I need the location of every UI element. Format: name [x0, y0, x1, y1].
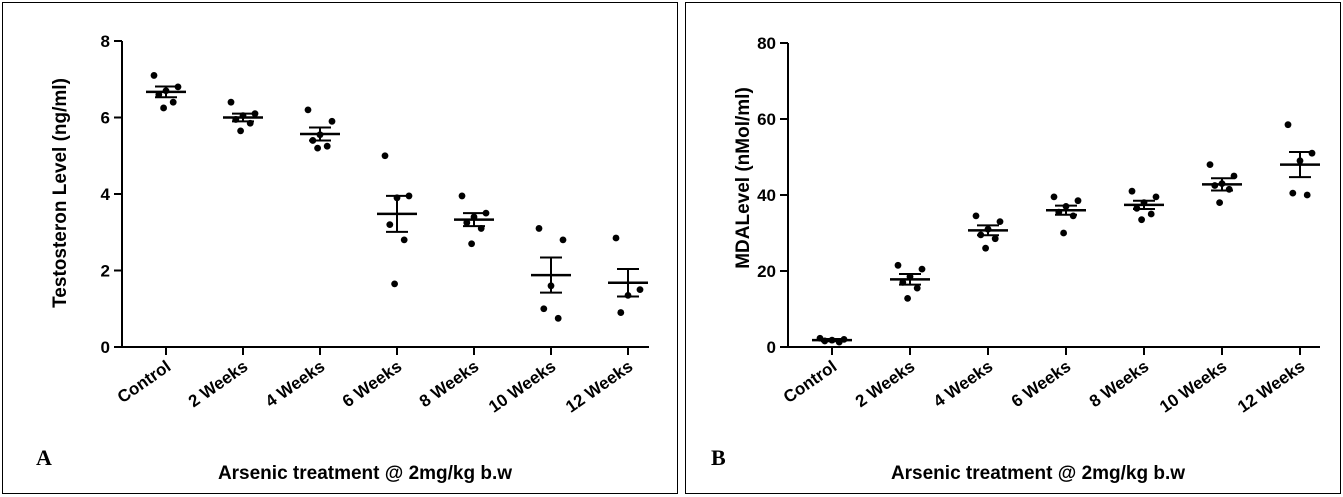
- chart-a-data-point: [612, 234, 620, 242]
- chart-a-data-point: [468, 240, 475, 248]
- chart-a-y-tick-label: 2: [101, 262, 110, 281]
- chart-b-y-tick-label: 40: [757, 186, 776, 205]
- chart-b-xlabel: Arsenic treatment @ 2mg/kg b.w: [891, 463, 1185, 484]
- chart-b-data-point: [982, 244, 989, 252]
- chart-a-data-point: [391, 280, 398, 288]
- chart-a-y-tick-label: 4: [101, 185, 111, 204]
- chart-a-x-tick-label: 6 Weeks: [339, 357, 405, 411]
- chart-b-x-tick-label: Control: [780, 357, 840, 407]
- chart-b-ylabel: MDALevel (nMol/ml): [733, 87, 754, 269]
- chart-a-data-point: [314, 144, 321, 152]
- chart-a-x-tick-label: 8 Weeks: [416, 357, 482, 411]
- chart-a-data-point: [559, 236, 567, 244]
- chart-panel-a: Control 2 Weeks 4 Weeks 6 Weeks 8 Weeks 10 We…: [2, 2, 678, 494]
- chart-a-data-point: [540, 305, 548, 313]
- chart-a-data-point: [458, 192, 466, 200]
- chart-a-panel-letter: A: [36, 445, 52, 470]
- chart-panel-b: Control 2 Weeks 4 Weeks 6 Weeks 8 Weeks 10 We…: [685, 2, 1341, 494]
- chart-a-data-point: [482, 209, 490, 217]
- chart-b-data-point: [1074, 197, 1082, 205]
- chart-a-x-tick-label: 2 Weeks: [185, 357, 251, 411]
- chart-a-data-point: [381, 152, 389, 160]
- chart-a-data-point: [227, 98, 235, 106]
- chart-b-data-point: [1206, 161, 1214, 169]
- chart-b-data-point: [1216, 199, 1223, 207]
- chart-b-data-point: [1128, 187, 1136, 195]
- chart-a-y-tick-label: 0: [101, 338, 110, 357]
- chart-b-x-tick-label: 4 Weeks: [930, 357, 996, 411]
- chart-a-ylabel: Testosteron Level (ng/ml): [50, 78, 71, 308]
- chart-b-data-point: [1050, 193, 1058, 201]
- chart-b-data-point: [904, 294, 911, 302]
- chart-b-x-tick-label: 2 Weeks: [852, 357, 918, 411]
- chart-a-data-point: [169, 98, 177, 106]
- chart-b-y-tick-label: 0: [767, 338, 776, 357]
- chart-b-y-tick-label: 80: [757, 34, 776, 53]
- chart-b-x-tick-label: 8 Weeks: [1086, 357, 1152, 411]
- chart-a-x-tick-label: Control: [114, 357, 174, 407]
- chart-a-data-point: [323, 142, 331, 150]
- chart-a-data-point: [535, 225, 543, 232]
- chart-a-x-tick-label: 12 Weeks: [562, 357, 636, 417]
- chart-b-data-point: [1069, 212, 1077, 220]
- chart-a-data-point: [160, 104, 168, 112]
- chart-b-data-point: [1225, 185, 1233, 193]
- chart-b-data-point: [1308, 149, 1316, 157]
- chart-a-y-tick-label: 6: [101, 109, 110, 128]
- chart-b-data-point: [1147, 210, 1155, 218]
- chart-b-x-tick-label: 12 Weeks: [1234, 357, 1308, 417]
- chart-a-data-point: [463, 219, 471, 227]
- chart-a-data-point: [174, 83, 182, 91]
- chart-a-data-point: [237, 127, 245, 135]
- chart-b-data-point: [1060, 229, 1067, 237]
- chart-a-xlabel: Arsenic treatment @ 2mg/kg b.w: [218, 463, 512, 484]
- chart-a-data-point: [617, 309, 625, 316]
- chart-b-svg: Control 2 Weeks 4 Weeks 6 Weeks 8 Weeks 10 We…: [711, 34, 1320, 484]
- chart-a-data-point: [328, 117, 336, 125]
- chart-a-data-point: [251, 110, 259, 118]
- chart-a-data-point: [386, 221, 394, 229]
- chart-a-data-point: [554, 314, 562, 322]
- chart-b-y-tick-label: 60: [757, 110, 776, 129]
- chart-a-y-tick-label: 8: [101, 32, 110, 51]
- chart-b-data-point: [1289, 189, 1297, 197]
- chart-a-data-point: [150, 72, 158, 79]
- chart-b-data-point: [1152, 193, 1160, 201]
- chart-b-panel-letter: B: [711, 445, 726, 470]
- chart-b-y-tick-label: 20: [757, 262, 776, 281]
- chart-b-data-point: [991, 235, 999, 243]
- chart-a-data-point: [405, 192, 413, 200]
- chart-a-x-tick-label: 10 Weeks: [485, 357, 559, 417]
- chart-b-data-point: [918, 265, 926, 273]
- chart-a-svg: Control 2 Weeks 4 Weeks 6 Weeks 8 Weeks 10 We…: [36, 32, 649, 484]
- chart-b-data-point: [1303, 191, 1311, 199]
- chart-b-data-point: [972, 212, 980, 220]
- chart-a-data-point: [400, 236, 408, 244]
- chart-b-x-tick-label: 10 Weeks: [1156, 357, 1230, 417]
- chart-b-data-point: [1138, 216, 1145, 224]
- chart-a-data-point: [304, 106, 312, 114]
- chart-b-data-point: [1284, 121, 1292, 129]
- chart-a-data-point: [636, 286, 644, 294]
- chart-b-data-point: [996, 218, 1004, 226]
- chart-b-data-point: [894, 261, 902, 269]
- chart-a-x-tick-label: 4 Weeks: [262, 357, 328, 411]
- chart-b-x-tick-label: 6 Weeks: [1008, 357, 1074, 411]
- chart-b-data-point: [913, 284, 921, 292]
